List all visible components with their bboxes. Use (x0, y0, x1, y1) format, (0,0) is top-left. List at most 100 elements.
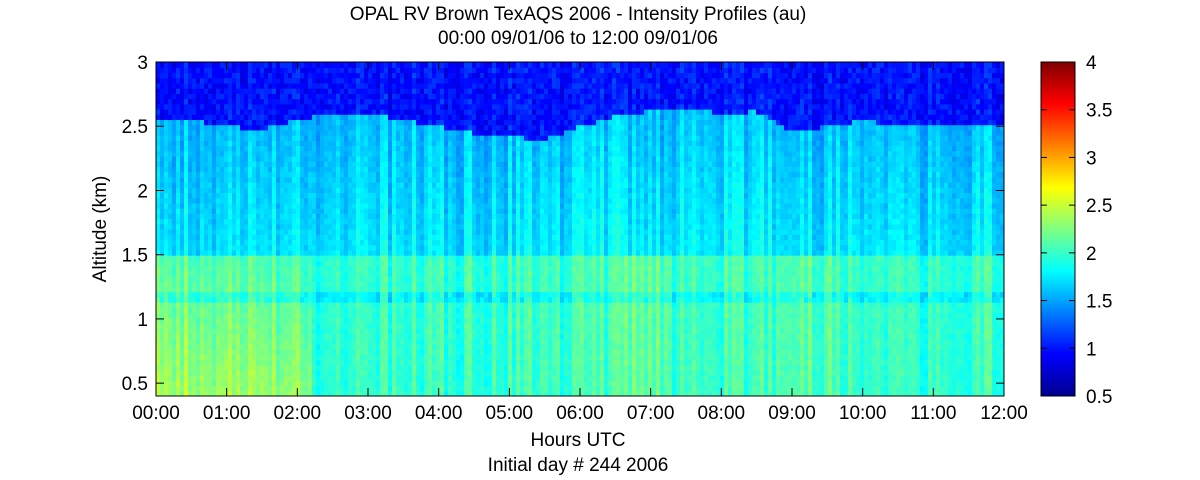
heatmap-cell (352, 322, 357, 329)
heatmap-cell (272, 77, 277, 84)
heatmap-cell (268, 349, 273, 355)
heatmap-cell (212, 354, 217, 361)
heatmap-cell (368, 62, 373, 68)
heatmap-cell (264, 265, 269, 272)
heatmap-cell (456, 307, 461, 314)
heatmap-cell (308, 129, 313, 136)
heatmap-cell (300, 62, 305, 68)
heatmap-cell (240, 166, 245, 173)
heatmap-cell (408, 275, 413, 282)
heatmap-cell (288, 213, 293, 220)
heatmap-cell (404, 171, 409, 178)
heatmap-cell (412, 202, 417, 209)
heatmap-cell (348, 129, 353, 136)
heatmap-cell (232, 77, 237, 84)
heatmap-cell (220, 354, 225, 361)
heatmap-cell (296, 82, 301, 89)
heatmap-cell (288, 333, 293, 340)
heatmap-cell (408, 108, 413, 115)
heatmap-cell (412, 103, 417, 110)
heatmap-cell (412, 338, 417, 345)
heatmap-cell (308, 88, 313, 94)
heatmap-cell (428, 307, 433, 314)
heatmap-cell (368, 171, 373, 178)
heatmap-cell (396, 302, 401, 308)
heatmap-cell (344, 270, 349, 277)
heatmap-cell (364, 135, 369, 141)
heatmap-cell (456, 213, 461, 220)
heatmap-cell (400, 218, 405, 225)
heatmap-cell (376, 229, 381, 235)
heatmap-cell (400, 302, 405, 308)
heatmap-cell (376, 317, 381, 324)
heatmap-cell (384, 349, 389, 355)
heatmap-cell (392, 286, 397, 293)
heatmap-cell (328, 124, 333, 131)
heatmap-cell (228, 390, 233, 396)
heatmap-cell (276, 291, 281, 298)
heatmap-cell (168, 213, 173, 220)
heatmap-cell (256, 380, 261, 387)
heatmap-cell (280, 150, 285, 157)
heatmap-cell (220, 343, 225, 350)
heatmap-cell (416, 229, 421, 235)
heatmap-cell (216, 328, 221, 334)
heatmap-cell (248, 375, 253, 381)
heatmap-cell (304, 229, 309, 235)
heatmap-cell (300, 249, 305, 256)
heatmap-cell (444, 67, 449, 74)
heatmap-cell (204, 338, 209, 345)
heatmap-cell (392, 161, 397, 167)
heatmap-cell (308, 208, 313, 214)
heatmap-cell (388, 108, 393, 115)
heatmap-cell (288, 307, 293, 314)
heatmap-cell (428, 124, 433, 131)
heatmap-cell (332, 161, 337, 167)
heatmap-cell (280, 390, 285, 396)
heatmap-cell (184, 88, 189, 94)
heatmap-cell (464, 67, 469, 74)
heatmap-cell (332, 82, 337, 89)
heatmap-cell (452, 239, 457, 246)
heatmap-cell (332, 182, 337, 188)
heatmap-cell (272, 260, 277, 267)
heatmap-cell (396, 260, 401, 267)
heatmap-cell (208, 333, 213, 340)
heatmap-cell (180, 234, 185, 241)
heatmap-cell (244, 302, 249, 308)
heatmap-cell (244, 286, 249, 293)
heatmap-cell (348, 338, 353, 345)
heatmap-cell (304, 281, 309, 288)
heatmap-cell (236, 296, 241, 303)
heatmap-cell (192, 270, 197, 277)
heatmap-cell (232, 161, 237, 167)
heatmap-cell (200, 255, 205, 261)
heatmap-cell (392, 202, 397, 209)
heatmap-cell (420, 150, 425, 157)
heatmap-cell (324, 67, 329, 74)
heatmap-cell (320, 176, 325, 183)
heatmap-cell (248, 93, 253, 100)
heatmap-cell (320, 108, 325, 115)
heatmap-cell (308, 213, 313, 220)
heatmap-cell (388, 286, 393, 293)
heatmap-cell (168, 171, 173, 178)
heatmap-cell (412, 359, 417, 366)
heatmap-cell (448, 328, 453, 334)
heatmap-cell (260, 88, 265, 94)
heatmap-cell (220, 223, 225, 230)
heatmap-cell (428, 380, 433, 387)
heatmap-cell (360, 135, 365, 141)
heatmap-cell (280, 77, 285, 84)
heatmap-cell (340, 140, 345, 147)
heatmap-cell (164, 176, 169, 183)
heatmap-cell (428, 260, 433, 267)
heatmap-cell (348, 239, 353, 246)
heatmap-cell (276, 349, 281, 355)
heatmap-cell (400, 166, 405, 173)
heatmap-cell (360, 192, 365, 199)
heatmap-cell (316, 213, 321, 220)
heatmap-cell (428, 197, 433, 204)
heatmap-cell (308, 166, 313, 173)
heatmap-cell (172, 218, 177, 225)
